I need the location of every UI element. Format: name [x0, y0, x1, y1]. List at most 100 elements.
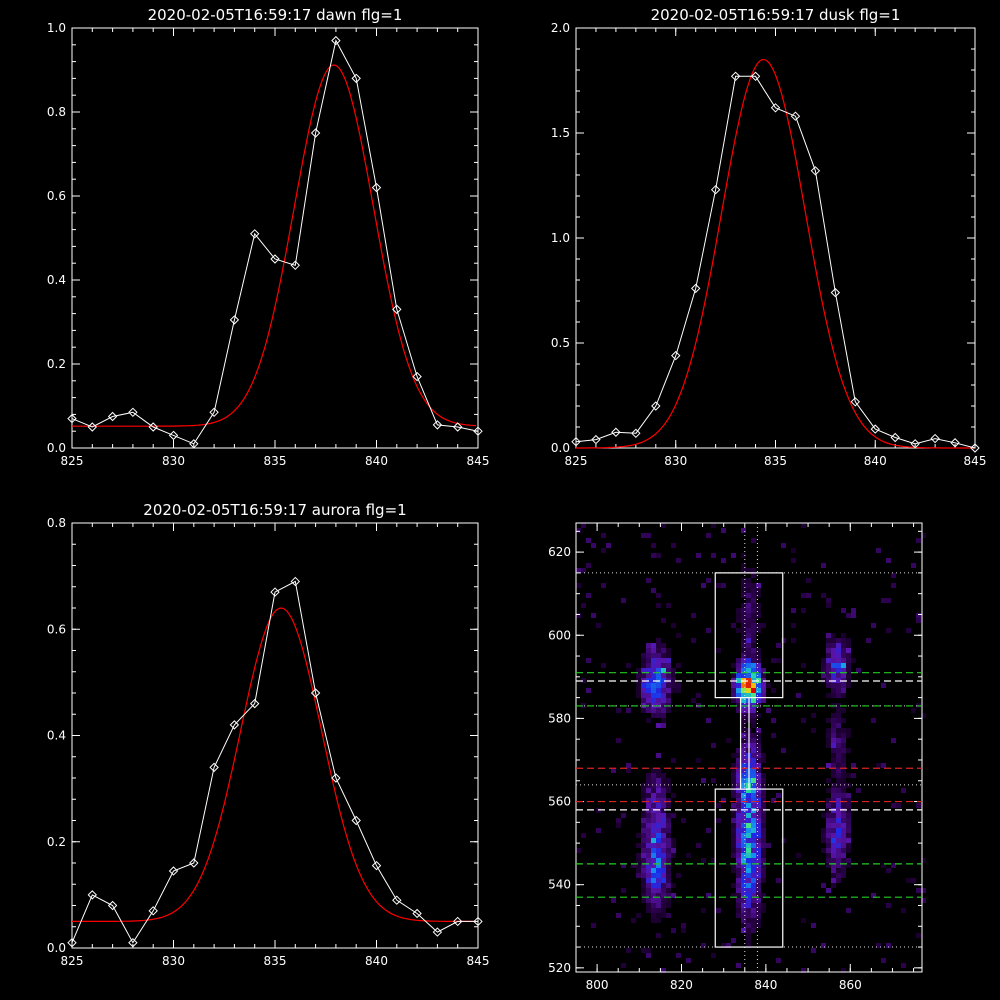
heatmap-cell	[836, 793, 841, 798]
data-point	[229, 720, 240, 730]
heatmap-cell	[831, 663, 836, 668]
data-point	[870, 424, 880, 434]
heatmap-cell	[671, 673, 676, 678]
heatmap-cell	[921, 713, 926, 718]
heatmap-cell	[741, 878, 746, 883]
heatmap-cell	[641, 663, 646, 668]
heatmap-cell	[581, 703, 586, 708]
data-point	[229, 315, 240, 325]
heatmap-cell	[646, 668, 651, 673]
heatmap-cell	[826, 833, 831, 838]
heatmap-cell	[656, 823, 661, 828]
data-point	[128, 407, 138, 418]
heatmap-cell	[656, 838, 661, 843]
data-point	[850, 397, 861, 407]
heatmap-cell	[706, 533, 711, 538]
heatmap-cell	[756, 898, 761, 903]
heatmap-cell	[656, 853, 661, 858]
heatmap-cell	[641, 533, 646, 538]
heatmap-cell	[846, 813, 851, 818]
heatmap-cell	[791, 548, 796, 553]
data-point	[671, 350, 681, 361]
x-tick-label: 830	[162, 454, 185, 468]
heatmap-cell	[646, 673, 651, 678]
heatmap-cell	[741, 903, 746, 908]
heatmap-cell	[751, 603, 756, 608]
heatmap-cell	[656, 658, 661, 663]
heatmap-cell	[671, 623, 676, 628]
heatmap-cell	[666, 913, 671, 918]
heatmap-cell	[736, 758, 741, 763]
heatmap-cell	[731, 848, 736, 853]
heatmap-cell	[751, 833, 756, 838]
heatmap-cell	[686, 958, 691, 963]
heatmap-cell	[651, 868, 656, 873]
dusk-plot: 2020-02-05T16:59:17 dusk flg=1 825 830 835 8…	[551, 6, 987, 468]
heatmap-cell	[741, 708, 746, 713]
heatmap-cell	[836, 658, 841, 663]
heatmap-cell	[746, 618, 751, 623]
heatmap-cell	[651, 898, 656, 903]
heatmap-cell	[756, 843, 761, 848]
heatmap-cell	[751, 668, 756, 673]
heatmap-cell	[921, 888, 926, 893]
data-point	[249, 229, 260, 239]
heatmap-cell	[641, 888, 646, 893]
heatmap-cell	[666, 888, 671, 893]
heatmap-cell	[656, 888, 661, 893]
y-tick-label: 0.4	[47, 729, 66, 743]
heatmap-cell	[646, 718, 651, 723]
heatmap-cell	[741, 848, 746, 853]
heatmap-cell	[836, 673, 841, 678]
heatmap-cell	[741, 583, 746, 588]
heatmap-cell	[656, 773, 661, 778]
heatmap-cells	[576, 523, 926, 973]
heatmap-cell	[651, 838, 656, 843]
heatmap-cell	[761, 623, 766, 628]
heatmap-cell	[756, 888, 761, 893]
heatmap-cell	[751, 743, 756, 748]
heatmap-cell	[741, 843, 746, 848]
heatmap-cell	[776, 878, 781, 883]
heatmap-cell	[831, 768, 836, 773]
heatmap-cell	[916, 613, 921, 618]
heatmap-cell	[736, 678, 741, 683]
heatmap-cell	[656, 828, 661, 833]
heatmap-cell	[836, 853, 841, 858]
heatmap-cell	[646, 788, 651, 793]
heatmap-cell	[671, 848, 676, 853]
heatmap-cell	[656, 603, 661, 608]
heatmap-cell	[746, 633, 751, 638]
heatmap-cell	[661, 523, 666, 528]
heatmap-cell	[751, 643, 756, 648]
heatmap-cell	[916, 618, 921, 623]
data-point	[432, 420, 443, 430]
heatmap-cell	[751, 903, 756, 908]
heatmap-cell	[746, 868, 751, 873]
heatmap-cell	[711, 778, 716, 783]
heatmap-cell	[731, 863, 736, 868]
heatmap-cell	[831, 853, 836, 858]
heatmap-cell	[641, 708, 646, 713]
heatmap-cell	[641, 798, 646, 803]
x-tick-label: 800	[586, 978, 609, 992]
heatmap-cell	[756, 748, 761, 753]
heatmap-cell	[651, 873, 656, 878]
heatmap-cell	[651, 858, 656, 863]
heatmap-cell	[646, 693, 651, 698]
heatmap-cell	[831, 693, 836, 698]
heatmap-cell	[746, 823, 751, 828]
heatmap-cell	[656, 673, 661, 678]
heatmap-cell	[661, 818, 666, 823]
heatmap-cell	[836, 713, 841, 718]
heatmap-cell	[666, 828, 671, 833]
heatmap-cell	[846, 658, 851, 663]
data-point	[452, 422, 463, 432]
heatmap-cell	[746, 583, 751, 588]
heatmap-cell	[866, 638, 871, 643]
heatmap-cell	[826, 848, 831, 853]
heatmap-cell	[636, 843, 641, 848]
heatmap-cell	[761, 783, 766, 788]
heatmap-cell	[751, 733, 756, 738]
data-point	[571, 436, 581, 447]
